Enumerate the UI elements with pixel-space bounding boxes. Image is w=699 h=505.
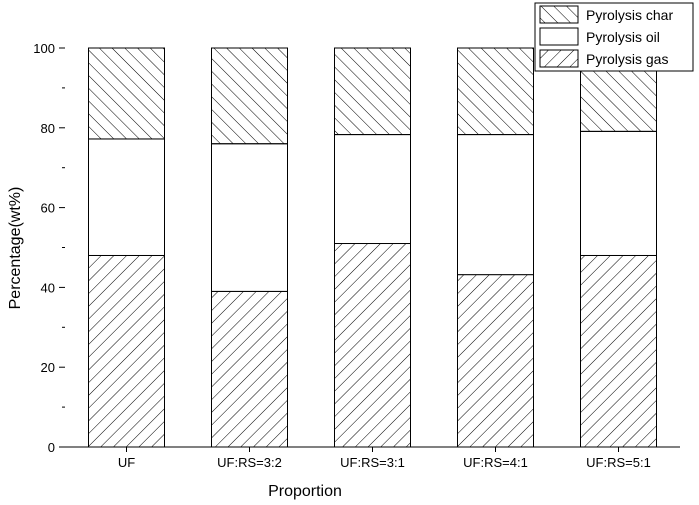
legend-label-pyrolysis-oil: Pyrolysis oil xyxy=(586,29,660,45)
legend-label-pyrolysis-char: Pyrolysis char xyxy=(586,7,673,23)
bar-segment-pyrolysis-gas-1 xyxy=(88,254,165,448)
y-axis-title: Percentage(wt%) xyxy=(7,187,24,310)
bars-group xyxy=(88,47,657,448)
y-tick-label: 0 xyxy=(48,440,55,455)
x-tick-label: UF:RS=3:2 xyxy=(217,455,282,470)
y-tick-label: 40 xyxy=(41,280,55,295)
legend: Pyrolysis char Pyrolysis oil Pyrolysis gas xyxy=(534,2,694,72)
y-tick-label: 80 xyxy=(41,121,55,136)
legend-label-pyrolysis-gas: Pyrolysis gas xyxy=(586,51,668,67)
y-tick-label: 20 xyxy=(41,360,55,375)
bar-segment-pyrolysis-gas-5 xyxy=(580,254,657,448)
bar-segment-pyrolysis-oil-3 xyxy=(334,134,411,245)
bar-segment-pyrolysis-char-1 xyxy=(88,47,165,140)
axes-group: 0 20 40 60 80 100 UF UF:RS=3:2 UF:RS=3:1 UF:RS=4:… xyxy=(33,41,680,470)
legend-swatch-pyrolysis-oil xyxy=(539,27,579,46)
bar-segment-pyrolysis-gas-3 xyxy=(334,243,411,448)
bar-segment-pyrolysis-oil-4 xyxy=(457,134,534,276)
x-tick-label: UF xyxy=(118,455,135,470)
legend-swatch-pyrolysis-gas xyxy=(539,49,579,68)
bar-segment-pyrolysis-char-4 xyxy=(457,47,534,136)
bar-segment-pyrolysis-char-3 xyxy=(334,47,411,136)
y-tick-label: 60 xyxy=(41,201,55,216)
bar-segment-pyrolysis-gas-4 xyxy=(457,274,534,448)
x-axis-title: Proportion xyxy=(268,483,342,500)
bar-segment-pyrolysis-oil-1 xyxy=(88,138,165,256)
bar-segment-pyrolysis-char-2 xyxy=(211,47,288,145)
bar-segment-pyrolysis-oil-2 xyxy=(211,143,288,292)
bar-segment-pyrolysis-oil-5 xyxy=(580,130,657,256)
y-tick-label: 100 xyxy=(33,41,55,56)
bar-segment-pyrolysis-gas-2 xyxy=(211,290,288,448)
x-tick-label: UF:RS=4:1 xyxy=(463,455,528,470)
legend-swatch-pyrolysis-char xyxy=(539,5,579,24)
x-tick-label: UF:RS=5:1 xyxy=(586,455,651,470)
x-tick-label: UF:RS=3:1 xyxy=(340,455,405,470)
